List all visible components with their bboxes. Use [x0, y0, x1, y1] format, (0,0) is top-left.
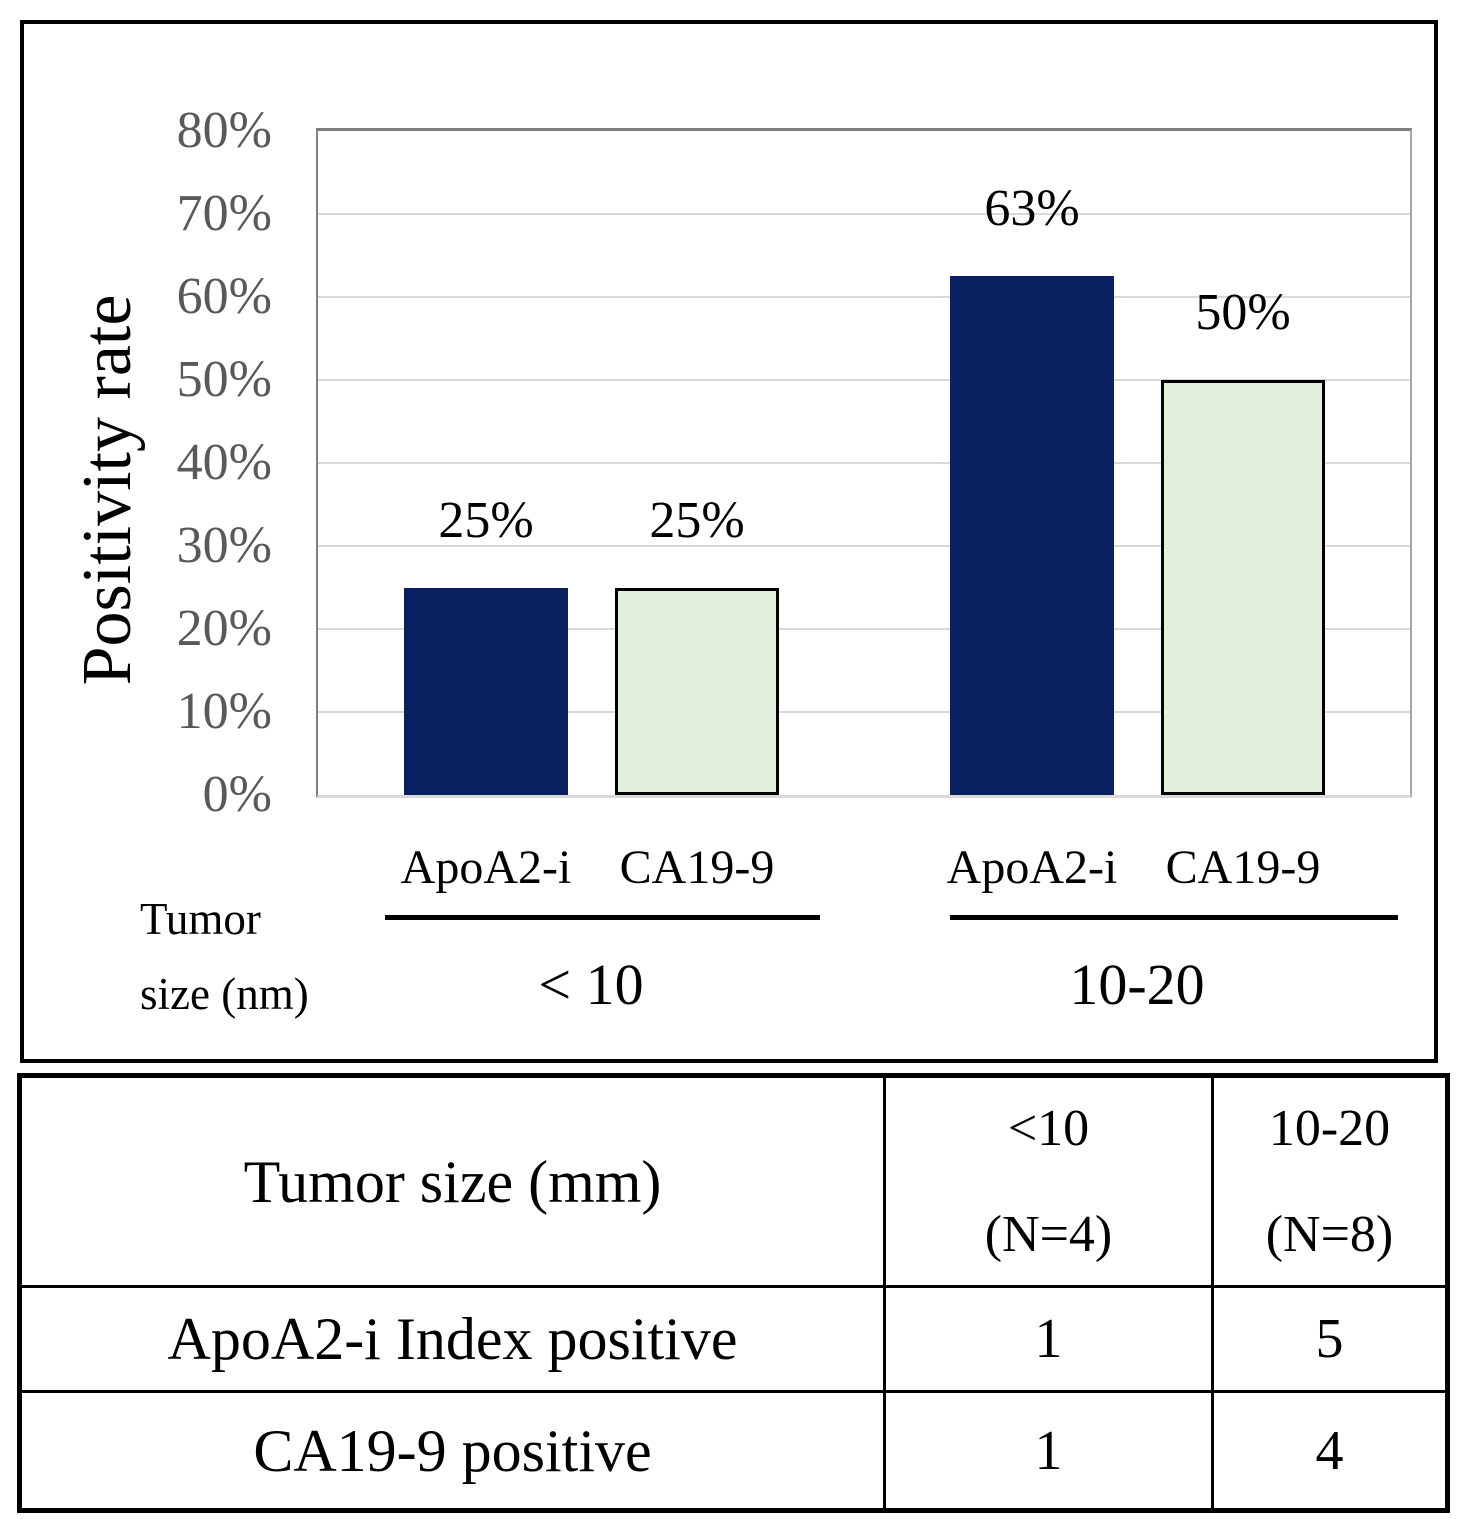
x-category-label: 10-20	[1069, 952, 1205, 1017]
gridline	[318, 296, 1410, 298]
y-tick-label: 0%	[202, 766, 272, 823]
bar-apoa2-i-group2	[950, 276, 1114, 795]
table-row-apoa2i-label: ApoA2-i Index positive	[22, 1288, 886, 1393]
table-row-apoa2i-lt10: 1	[886, 1288, 1214, 1393]
table-header-lt10: <10 (N=4)	[886, 1078, 1214, 1288]
gridline	[318, 379, 1410, 381]
x-axis-note-line1: Tumor	[140, 894, 261, 944]
y-axis-title: Positivity rate	[69, 294, 146, 686]
table-header-10-20-n: (N=8)	[1265, 1205, 1394, 1263]
table-header-10-20: 10-20 (N=8)	[1214, 1078, 1445, 1288]
gridline	[318, 628, 1410, 630]
y-tick-label: 70%	[176, 185, 272, 242]
bar-ca19-9-group1	[615, 587, 779, 795]
category-underline	[385, 915, 820, 920]
table-row-ca199-10-20: 4	[1315, 1419, 1344, 1482]
gridline	[318, 545, 1410, 547]
bar-apoa2-i-group1	[404, 587, 568, 795]
x-category-label: < 10	[538, 952, 644, 1017]
summary-table: Tumor size (mm) <10 (N=4) 10-20 (N=8) Ap…	[17, 1073, 1450, 1513]
table-row-ca199-label: CA19-9 positive	[22, 1393, 886, 1508]
y-tick-label: 30%	[176, 517, 272, 574]
gridline	[318, 462, 1410, 464]
bar-ca19-9-group2	[1161, 380, 1325, 795]
gridline	[318, 711, 1410, 713]
x-series-label: CA19-9	[619, 841, 775, 894]
bar-value-label: 50%	[1195, 284, 1291, 341]
bar-value-label: 25%	[438, 491, 534, 549]
bar-value-label: 63%	[984, 180, 1080, 238]
x-axis-note: Tumor size (nm)	[140, 893, 309, 1020]
table-header-tumor-size: Tumor size (mm)	[22, 1078, 886, 1288]
y-tick-label: 40%	[176, 434, 272, 491]
plot-area: 25% 63% 25% 50%	[316, 128, 1412, 798]
y-tick-label: 60%	[176, 268, 272, 325]
y-tick-label: 10%	[176, 683, 272, 740]
category-underline	[950, 915, 1398, 920]
bar-value-label: 25%	[649, 491, 745, 549]
x-series-label: ApoA2-i	[946, 841, 1118, 894]
y-tick-label: 20%	[176, 600, 272, 657]
gridline	[318, 213, 1410, 215]
x-series-label: CA19-9	[1165, 841, 1321, 894]
table-row-apoa2i-10-20: 5	[1214, 1288, 1445, 1393]
x-series-label: ApoA2-i	[400, 841, 572, 894]
table-header-lt10-n: (N=4)	[984, 1205, 1113, 1263]
y-tick-label: 80%	[176, 102, 272, 159]
table-row-ca199-lt10: 1	[886, 1393, 1214, 1508]
table-header-10-20-range: 10-20	[1268, 1099, 1391, 1157]
y-tick-label: 50%	[176, 351, 272, 408]
table-header-lt10-range: <10	[1007, 1099, 1090, 1157]
x-axis-note-line2: size (nm)	[140, 969, 309, 1019]
